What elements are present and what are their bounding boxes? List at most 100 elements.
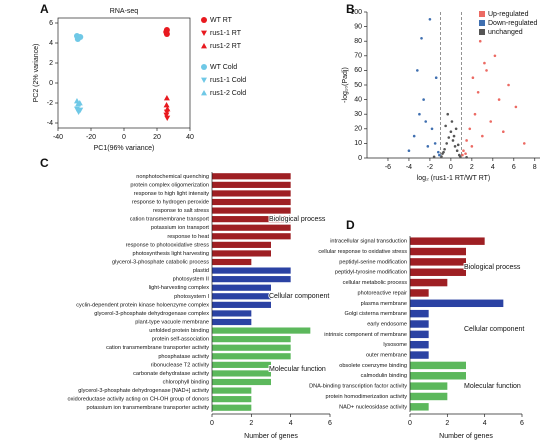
- legend-swatch: [479, 20, 485, 26]
- point: [471, 76, 475, 79]
- x-axis-label: PC1(96% variance): [94, 145, 155, 152]
- y-tick-label: 60: [354, 67, 362, 74]
- category-label: NAD+ nucleosidase activity: [339, 404, 407, 410]
- y-tick-label: 40: [354, 96, 362, 103]
- point: [485, 69, 488, 72]
- bar: [410, 382, 448, 390]
- y-tick-label: 90: [354, 23, 362, 30]
- point: [468, 127, 472, 131]
- legend-marker: [201, 90, 207, 96]
- x-tick-label: -20: [86, 134, 96, 141]
- bar: [212, 241, 271, 248]
- panel-label: D: [346, 218, 355, 232]
- point: [444, 124, 447, 128]
- point: [432, 155, 436, 159]
- x-tick-label: 4: [483, 420, 487, 427]
- category-label: nonphotochemical quenching: [136, 174, 209, 180]
- group-label: Molecular function: [464, 383, 521, 390]
- category-label: cyclin-dependent protein kinase holoenzy…: [76, 302, 209, 308]
- panel-label: A: [40, 2, 49, 16]
- category-label: response to heat: [167, 234, 209, 240]
- bar: [410, 351, 429, 359]
- y-tick-label: 50: [354, 82, 362, 89]
- x-axis-label: Number of genes: [439, 433, 493, 440]
- group-label: Biological process: [464, 264, 521, 271]
- point: [407, 149, 411, 152]
- bar: [410, 237, 485, 245]
- bar: [212, 181, 291, 188]
- point: [163, 29, 170, 35]
- category-label: response to hydrogen peroxide: [132, 199, 209, 205]
- point: [481, 134, 484, 138]
- legend-label: rus1-2 Cold: [210, 90, 246, 97]
- bar: [410, 330, 429, 339]
- legend-label: WT RT: [210, 17, 233, 24]
- category-label: photoreactive repair: [358, 290, 408, 296]
- bar: [212, 361, 271, 368]
- point: [438, 153, 441, 157]
- point: [416, 69, 419, 72]
- x-tick-label: 6: [512, 164, 516, 171]
- category-label: photosystem II: [173, 277, 210, 283]
- y-tick-label: 6: [49, 20, 53, 27]
- category-label: photosystem I: [174, 294, 209, 300]
- point: [453, 145, 457, 148]
- category-label: potassium ion transmembrane transporter …: [87, 405, 210, 411]
- point: [476, 91, 480, 94]
- x-tick-label: 0: [122, 134, 126, 141]
- bar: [212, 327, 311, 334]
- bar: [212, 284, 271, 291]
- y-tick-label: -2: [47, 100, 53, 107]
- bar: [410, 403, 429, 411]
- legend-marker: [201, 64, 207, 70]
- point: [77, 107, 84, 113]
- bar: [410, 289, 429, 297]
- point: [443, 147, 446, 151]
- bar: [212, 207, 291, 214]
- category-label: cellular response to oxidative stress: [318, 249, 407, 255]
- point: [450, 120, 454, 123]
- point: [465, 139, 468, 142]
- category-label: intrinsic component of membrane: [324, 332, 407, 338]
- bar: [212, 378, 271, 386]
- y-tick-label: 4: [49, 40, 53, 47]
- category-label: phosphatase activity: [158, 354, 209, 360]
- bar: [410, 258, 466, 266]
- category-label: potassium ion transport: [151, 225, 210, 231]
- category-label: response to salt stress: [153, 208, 209, 214]
- bar: [212, 301, 271, 308]
- x-tick-label: 8: [533, 164, 537, 171]
- category-label: plastid: [193, 268, 209, 274]
- point: [436, 150, 440, 154]
- category-label: protein complex oligomerization: [130, 182, 209, 188]
- point: [514, 105, 518, 109]
- y-tick-label: 10: [354, 140, 362, 147]
- point: [77, 34, 84, 40]
- bar: [212, 370, 271, 377]
- category-label: peptidyl-serine modification: [339, 259, 407, 265]
- legend-swatch: [479, 11, 485, 17]
- legend-swatch: [479, 29, 485, 35]
- y-tick-label: 70: [354, 53, 362, 60]
- category-label: unfolded protein binding: [149, 328, 209, 334]
- panel-label: C: [40, 156, 49, 170]
- x-axis-label: log₂ (rus1-1 RT/WT RT): [417, 175, 491, 182]
- bar: [212, 267, 291, 274]
- point: [455, 149, 459, 152]
- bar: [410, 392, 448, 401]
- category-label: obsolete coenzyme binding: [339, 363, 407, 369]
- legend-label: rus1-2 RT: [210, 43, 242, 50]
- category-label: protein self-association: [152, 337, 209, 343]
- point: [454, 127, 458, 131]
- y-tick-label: -4: [47, 120, 53, 127]
- category-label: cation transmembrane transporter activit…: [106, 345, 209, 351]
- point: [459, 155, 462, 158]
- point: [163, 102, 170, 108]
- point: [164, 115, 171, 121]
- category-label: glycerol-3-phosphate catabolic process: [112, 259, 209, 265]
- point: [462, 149, 465, 152]
- group-label: Biological process: [269, 216, 326, 223]
- point: [470, 145, 474, 148]
- y-tick-label: 80: [354, 38, 362, 45]
